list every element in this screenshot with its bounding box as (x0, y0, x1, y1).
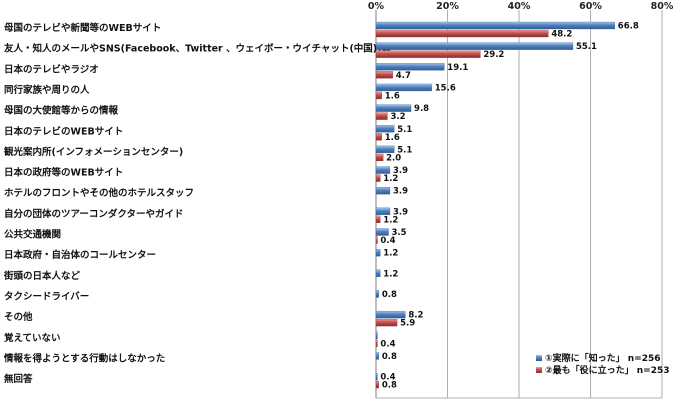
value-label: 66.8 (618, 22, 639, 32)
bar-series2-0 (375, 29, 549, 38)
value-label: 1.6 (385, 133, 400, 143)
category-label: 日本のテレビのWEBサイト (4, 125, 123, 137)
tick-label: 20% (436, 1, 459, 12)
category-labels: 母国のテレビや新聞等のWEBサイト友人・知人のメールやSNS(Facebook、… (3, 22, 391, 385)
bar-series2-15 (375, 339, 378, 347)
value-label: 1.2 (383, 269, 398, 279)
bar-series1-15 (375, 331, 378, 339)
bar-series2-2 (375, 71, 393, 79)
value-label: 1.2 (383, 215, 398, 225)
category-label: 母国の大使館等からの情報 (4, 105, 119, 117)
value-label: 0.8 (382, 290, 397, 300)
bar-series1-12 (375, 269, 381, 277)
tick-label: 0% (368, 1, 385, 12)
legend-label: ②最も「役に立った」 n=253 (545, 364, 670, 376)
bar-series1-2 (375, 63, 445, 71)
value-label: 0.4 (380, 373, 395, 383)
bar-series1-9 (375, 207, 391, 216)
value-label: 15.6 (435, 83, 456, 93)
value-label: 3.9 (393, 187, 408, 197)
value-label: 0.8 (382, 352, 397, 362)
category-label: 情報を得ようとする行動はしなかった (3, 352, 165, 364)
category-label: 日本の政府等のWEBサイト (4, 167, 123, 179)
bar-series2-4 (375, 112, 388, 120)
bar-series1-10 (375, 228, 389, 236)
value-label: 1.6 (385, 91, 400, 101)
tick-label: 40% (508, 1, 531, 12)
bars (375, 21, 615, 389)
bar-series2-9 (375, 215, 381, 224)
bar-series1-5 (375, 125, 395, 133)
category-label: 母国のテレビや新聞等のWEBサイト (4, 22, 161, 34)
value-label: 5.1 (397, 125, 412, 135)
value-label: 3.9 (393, 166, 408, 176)
bar-series1-1 (375, 42, 574, 50)
bar-series2-1 (375, 50, 481, 58)
tick-label: 60% (579, 1, 602, 12)
tick-label: 80% (651, 1, 674, 12)
bar-series2-14 (375, 318, 398, 327)
value-label: 5.9 (400, 319, 415, 329)
value-label: 1.2 (383, 174, 398, 184)
legend-label: ①実際に「知った」 n=256 (545, 352, 661, 364)
bar-series1-0 (375, 21, 615, 30)
value-label: 3.9 (393, 207, 408, 217)
value-label: 55.1 (576, 42, 597, 52)
category-label: 無回答 (4, 373, 33, 385)
category-label: 公共交通機関 (4, 229, 61, 241)
bar-series2-6 (375, 153, 384, 162)
bar-series1-11 (375, 248, 381, 257)
x-axis-ticks: 0% 20% 40% 60% 80% (368, 1, 674, 12)
bar-series2-10 (375, 236, 378, 244)
bar-series1-16 (375, 352, 380, 360)
bar-series1-7 (375, 166, 391, 174)
legend-swatch (536, 367, 542, 373)
category-label: 日本のテレビやラジオ (4, 63, 99, 75)
category-label: 街頭の日本人など (3, 270, 81, 282)
value-label: 9.8 (414, 104, 429, 114)
value-label: 19.1 (447, 63, 468, 73)
category-label: 友人・知人のメールやSNS(Facebook、Twitter 、ウェイボー・ウイ… (3, 43, 391, 55)
legend-swatch (536, 355, 542, 361)
value-label: 29.2 (483, 50, 504, 60)
value-label: 0.8 (382, 381, 397, 391)
category-label: 日本政府・自治体のコールセンター (4, 249, 156, 261)
value-labels: 66.848.255.129.219.14.715.61.69.83.25.11… (380, 22, 638, 391)
value-label: 48.2 (551, 30, 572, 40)
bar-series1-17 (375, 372, 378, 381)
value-label: 5.1 (397, 145, 412, 155)
bar-series2-7 (375, 174, 381, 182)
value-label: 3.5 (392, 228, 407, 238)
category-label: タクシードライバー (4, 290, 89, 302)
category-label: 同行家族や周りの人 (4, 84, 90, 96)
category-label: 観光案内所(インフォメーションセンター) (4, 146, 183, 158)
bar-series2-17 (375, 380, 380, 389)
bar-series2-3 (375, 91, 382, 100)
bar-series1-3 (375, 83, 432, 92)
bar-series1-6 (375, 145, 395, 154)
category-label: 覚えていない (3, 332, 61, 344)
value-label: 3.2 (390, 112, 405, 122)
value-label: 1.2 (383, 249, 398, 259)
value-label: 0.4 (380, 236, 395, 246)
value-label: 4.7 (396, 71, 411, 81)
bar-series2-5 (375, 133, 382, 141)
value-label: 8.2 (408, 311, 423, 321)
bar-series1-13 (375, 290, 380, 298)
category-label: ホテルのフロントやその他のホテルスタッフ (4, 187, 194, 199)
bar-series1-14 (375, 310, 406, 319)
value-label: 2.0 (386, 153, 401, 163)
bar-series1-8 (375, 187, 391, 195)
category-label: 自分の団体のツアーコンダクターやガイド (4, 208, 184, 220)
value-label: 0.4 (380, 339, 395, 349)
category-label: その他 (4, 311, 33, 323)
bar-series1-4 (375, 104, 412, 112)
